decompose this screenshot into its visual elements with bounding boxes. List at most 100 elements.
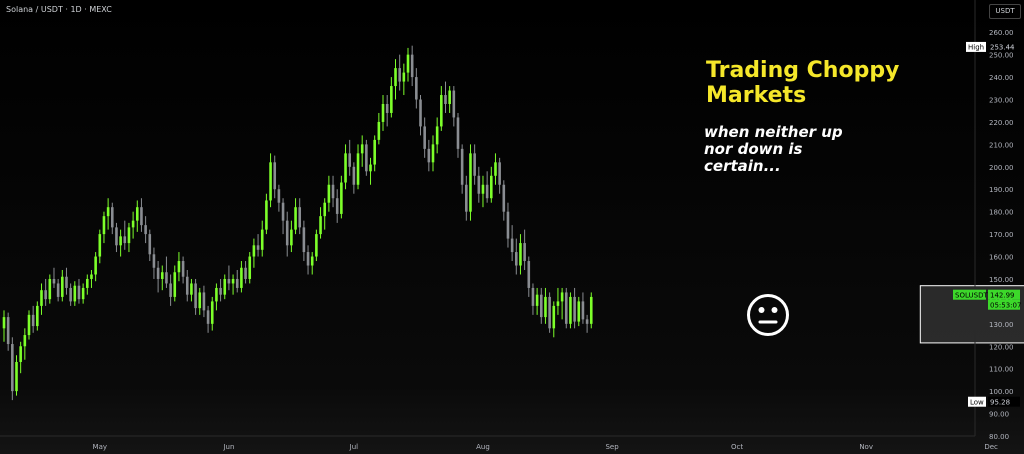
candle[interactable] (244, 261, 247, 284)
candle[interactable] (231, 274, 235, 295)
candle[interactable] (6, 312, 10, 351)
candle[interactable] (256, 234, 260, 257)
candle[interactable] (506, 202, 510, 248)
candle[interactable] (160, 265, 164, 291)
candle[interactable] (348, 139, 351, 176)
time-axis[interactable]: MayJunJulAugSepOctNovDec2026FebMar (93, 443, 1024, 451)
candle[interactable] (119, 229, 122, 257)
candle[interactable] (490, 166, 493, 203)
candle[interactable] (277, 184, 281, 212)
candle[interactable] (423, 117, 426, 158)
candle[interactable] (65, 267, 68, 295)
candle[interactable] (527, 256, 531, 297)
candle[interactable] (510, 225, 514, 262)
candle[interactable] (202, 285, 206, 318)
candle[interactable] (240, 261, 243, 293)
candle[interactable] (523, 229, 526, 270)
candle[interactable] (469, 144, 472, 221)
candle[interactable] (169, 274, 172, 306)
candle[interactable] (569, 292, 572, 329)
candle[interactable] (340, 175, 343, 219)
candle[interactable] (52, 267, 56, 288)
candle[interactable] (519, 234, 522, 275)
candle[interactable] (185, 270, 189, 302)
candle[interactable] (302, 220, 306, 262)
candle[interactable] (352, 162, 356, 194)
candle[interactable] (148, 229, 152, 262)
candle[interactable] (98, 229, 102, 264)
candle[interactable] (544, 287, 547, 324)
candle[interactable] (273, 155, 277, 199)
candle[interactable] (123, 220, 127, 250)
candle[interactable] (206, 305, 210, 333)
candle[interactable] (494, 153, 497, 185)
candle[interactable] (144, 216, 147, 244)
candle[interactable] (219, 278, 222, 302)
candle[interactable] (560, 287, 564, 320)
candle[interactable] (306, 245, 310, 275)
candle[interactable] (535, 287, 539, 315)
candle[interactable] (56, 278, 60, 302)
candle[interactable] (460, 144, 464, 194)
candle[interactable] (431, 135, 435, 172)
candle[interactable] (335, 189, 339, 223)
candle[interactable] (419, 95, 422, 136)
candle[interactable] (585, 314, 589, 333)
candle[interactable] (106, 198, 110, 230)
candle[interactable] (369, 157, 372, 185)
candle[interactable] (181, 256, 185, 284)
candle[interactable] (86, 274, 89, 295)
candle[interactable] (415, 68, 418, 109)
candle[interactable] (310, 252, 314, 275)
candle[interactable] (44, 278, 47, 306)
candle[interactable] (502, 180, 506, 221)
candle[interactable] (260, 220, 264, 257)
candle[interactable] (498, 157, 501, 194)
candle[interactable] (456, 112, 460, 158)
candle[interactable] (40, 283, 43, 315)
candle[interactable] (2, 310, 6, 342)
candle[interactable] (252, 238, 256, 268)
candle[interactable] (290, 220, 293, 253)
candle[interactable] (398, 54, 401, 91)
candle[interactable] (465, 175, 468, 221)
candle[interactable] (294, 198, 297, 235)
candle[interactable] (265, 193, 268, 235)
candle[interactable] (215, 283, 218, 311)
candle[interactable] (227, 265, 231, 291)
candle[interactable] (165, 256, 168, 288)
price-axis[interactable]: 80.0090.00100.00110.00120.00130.00140.00… (989, 29, 1014, 441)
candle[interactable] (402, 63, 406, 96)
candle[interactable] (344, 144, 347, 190)
candle[interactable] (115, 222, 118, 253)
candle[interactable] (77, 278, 81, 304)
candle[interactable] (473, 144, 476, 185)
candle[interactable] (36, 301, 39, 331)
candle[interactable] (73, 281, 77, 306)
candle[interactable] (11, 337, 14, 401)
symbol-header[interactable]: Solana / USDT · 1D · MEXC (6, 5, 112, 14)
candle[interactable] (394, 59, 397, 100)
candle[interactable] (427, 139, 431, 172)
candle[interactable] (581, 292, 585, 324)
candle[interactable] (477, 166, 481, 203)
candle[interactable] (406, 47, 410, 82)
candle[interactable] (235, 270, 239, 293)
candle[interactable] (435, 117, 439, 154)
candle[interactable] (589, 292, 593, 329)
candle[interactable] (377, 112, 381, 145)
currency-label[interactable]: USDT (989, 4, 1021, 19)
candle[interactable] (48, 274, 52, 304)
candle[interactable] (269, 153, 272, 208)
candle[interactable] (131, 211, 135, 239)
candle[interactable] (481, 175, 485, 208)
candle[interactable] (531, 283, 535, 315)
candle[interactable] (81, 283, 85, 304)
candle[interactable] (135, 200, 139, 232)
candle[interactable] (373, 135, 376, 172)
candle[interactable] (564, 287, 568, 329)
candle[interactable] (485, 171, 489, 203)
candle[interactable] (514, 238, 518, 275)
candle[interactable] (365, 139, 368, 176)
candle[interactable] (360, 135, 364, 167)
